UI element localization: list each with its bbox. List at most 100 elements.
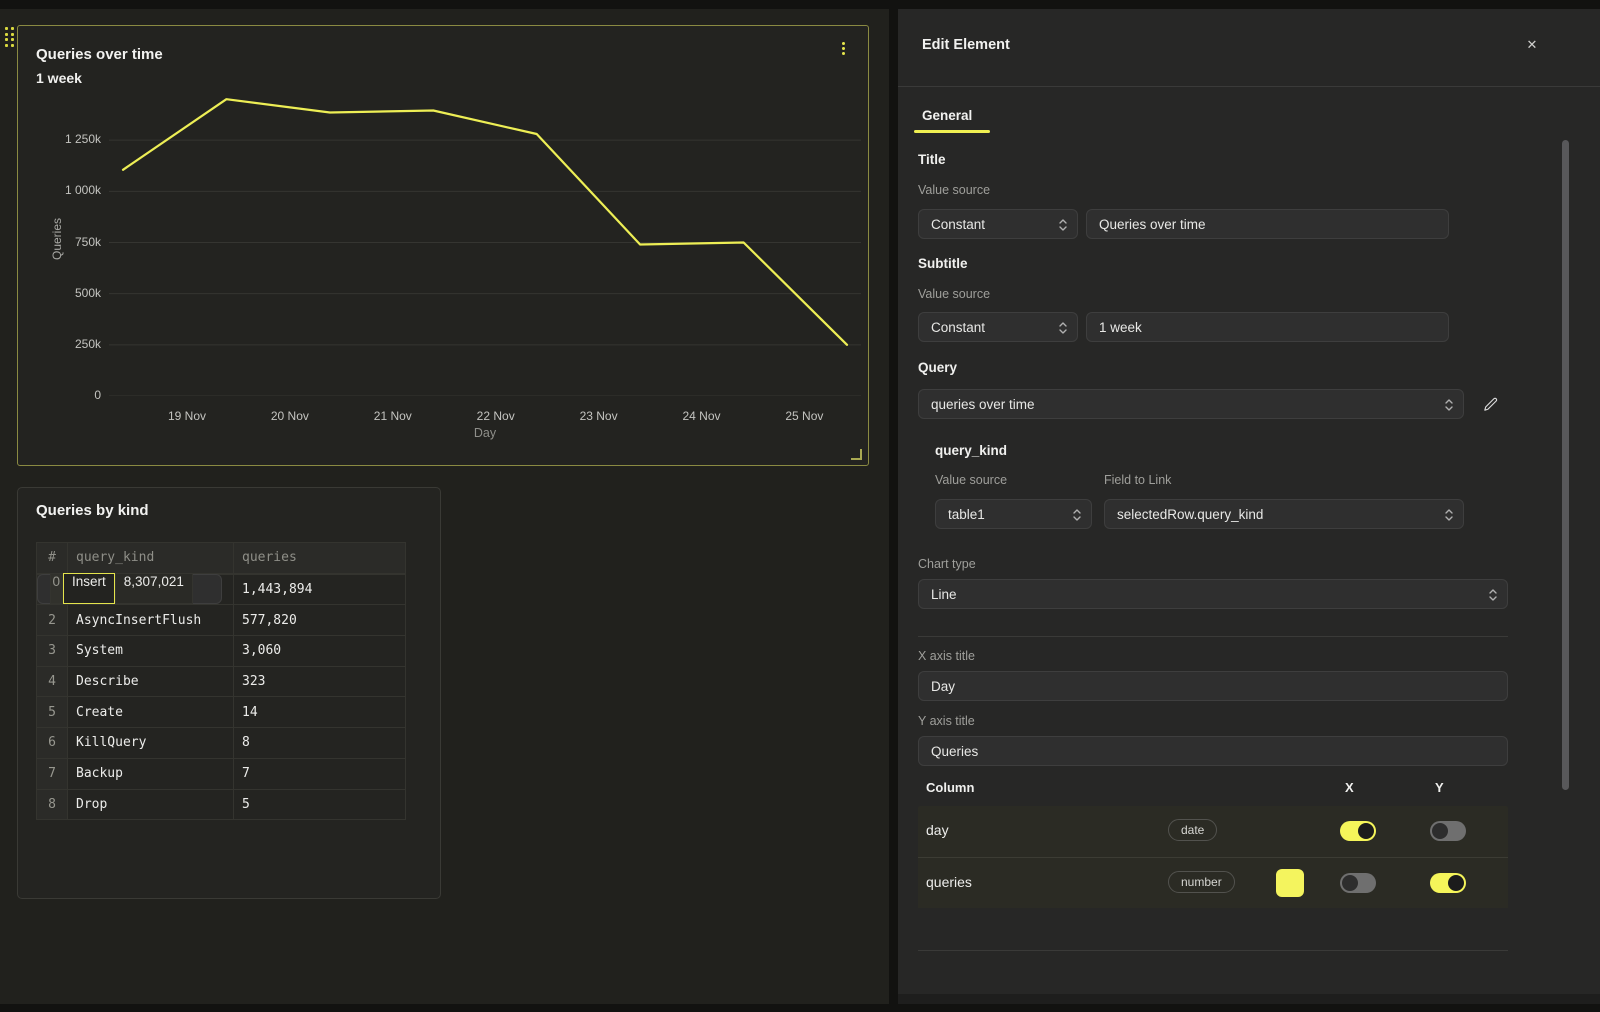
query-kind-cell[interactable]: Describe [67, 665, 234, 698]
query-section-heading: Query [918, 360, 958, 375]
chart-title: Queries over time [36, 46, 163, 63]
chevron-updown-icon [1489, 589, 1497, 601]
columns-header-x: X [1345, 780, 1354, 795]
chevron-updown-icon [1445, 399, 1453, 411]
chart-line-series [121, 98, 849, 346]
queries-value-cell[interactable]: 8,307,021 [114, 573, 193, 605]
query-kind-cell[interactable]: Drop [67, 788, 234, 821]
query-kind-cell[interactable]: KillQuery [67, 727, 234, 759]
x-axis-tick-label: 25 Nov [785, 409, 824, 423]
table-row[interactable]: 3 System 3,060 [36, 635, 406, 667]
toggle-knob [1432, 823, 1448, 839]
edit-element-panel: Edit Element ✕ General Title Value sourc… [898, 9, 1600, 1004]
row-index-cell: 5 [36, 696, 68, 729]
columns-table-rows: day date queries number [918, 806, 1508, 908]
subtitle-value-input[interactable] [1086, 312, 1449, 342]
chevron-updown-icon [1073, 509, 1081, 521]
queries-color-swatch[interactable] [1276, 869, 1304, 897]
table-header-row: # query_kind queries [36, 542, 406, 574]
table-row[interactable]: 4 Describe 323 [36, 665, 406, 698]
toggle-day-y[interactable] [1430, 821, 1466, 841]
x-axis-tick-label: 24 Nov [682, 409, 721, 423]
x-axis-tick-label: 21 Nov [373, 409, 412, 423]
queries-value-cell[interactable]: 323 [233, 665, 406, 698]
panel-scrollbar[interactable] [1562, 140, 1569, 790]
chart-subtitle: 1 week [36, 70, 82, 86]
table-title: Queries by kind [36, 502, 149, 519]
query-kind-cell[interactable]: Backup [67, 757, 234, 790]
edit-query-button[interactable] [1478, 392, 1502, 416]
subtitle-section-heading: Subtitle [918, 256, 968, 271]
columns-table-header: Column X Y [898, 780, 1528, 806]
queries-value-cell[interactable]: 577,820 [233, 604, 406, 637]
table-row[interactable]: 8 Drop 5 [36, 788, 406, 821]
field-to-link-label: Field to Link [1104, 473, 1172, 487]
chart-menu-kebab-icon[interactable] [836, 38, 850, 58]
queries-value-cell[interactable]: 7 [233, 757, 406, 790]
y-axis-tick-label: 250k [74, 336, 101, 351]
y-axis-title-input[interactable] [918, 736, 1508, 766]
divider [898, 86, 1600, 87]
col-header-query-kind: query_kind [67, 542, 234, 574]
table-row[interactable]: 5 Create 14 [36, 696, 406, 729]
y-axis-tick-label: 750k [74, 234, 101, 249]
query-kind-heading: query_kind [935, 443, 1008, 458]
y-axis-tick-label: 0 [94, 388, 101, 402]
queries-value-cell[interactable]: 8 [233, 727, 406, 759]
query-kind-cell[interactable]: System [67, 635, 234, 667]
row-index-cell: 0 [49, 573, 64, 605]
title-value-input[interactable] [1086, 209, 1449, 239]
panel-footer [898, 994, 1600, 1004]
tab-general[interactable]: General [922, 108, 973, 123]
table-row[interactable]: 6 KillQuery 8 [36, 727, 406, 759]
title-section-heading: Title [918, 152, 946, 167]
row-index-cell: 8 [36, 788, 68, 821]
query-kind-source-select[interactable]: table1 [935, 499, 1092, 529]
column-mapping-row: day date [918, 806, 1508, 857]
divider [918, 636, 1508, 637]
resize-handle[interactable] [851, 449, 862, 460]
chart-type-label: Chart type [918, 557, 976, 571]
x-axis-title-label: X axis title [918, 649, 975, 663]
x-axis-tick-label: 23 Nov [579, 409, 618, 423]
field-to-link-select[interactable]: selectedRow.query_kind [1104, 499, 1464, 529]
x-axis-tick-label: 19 Nov [167, 409, 207, 423]
query-kind-cell[interactable]: Create [67, 696, 234, 729]
query-select[interactable]: queries over time [918, 389, 1464, 419]
query-kind-cell[interactable]: AsyncInsertFlush [67, 604, 234, 637]
table-element[interactable]: Queries by kind # query_kind queries 0 In… [17, 487, 441, 899]
columns-header-y: Y [1435, 780, 1444, 795]
y-axis-tick-label: 500k [74, 285, 101, 300]
toggle-day-x[interactable] [1340, 821, 1376, 841]
column-name: queries [926, 874, 972, 890]
panel-title: Edit Element [922, 37, 1010, 53]
row-index-cell: 7 [36, 757, 68, 790]
queries-value-cell[interactable]: 5 [233, 788, 406, 821]
subtitle-value-source-label: Value source [918, 287, 991, 301]
close-icon[interactable]: ✕ [1526, 37, 1538, 52]
row-index-cell: 6 [36, 727, 68, 759]
toggle-knob [1358, 823, 1374, 839]
chevron-updown-icon [1445, 509, 1453, 521]
table-row[interactable]: 7 Backup 7 [36, 757, 406, 790]
title-source-select[interactable]: Constant [918, 209, 1078, 239]
table-row[interactable]: 0 Insert 8,307,021 [36, 573, 222, 605]
toggle-queries-y[interactable] [1430, 873, 1466, 893]
queries-value-cell[interactable]: 1,443,894 [233, 573, 406, 606]
x-axis-title-input[interactable] [918, 671, 1508, 701]
row-index-cell: 4 [36, 665, 68, 698]
drag-handle-icon[interactable] [5, 27, 18, 49]
query-kind-cell[interactable]: Insert [63, 573, 115, 605]
pencil-icon [1483, 397, 1497, 411]
columns-header-column: Column [926, 780, 975, 795]
x-axis-tick-label: 22 Nov [476, 409, 515, 423]
queries-value-cell[interactable]: 3,060 [233, 635, 406, 667]
toggle-queries-x[interactable] [1340, 873, 1376, 893]
subtitle-source-select[interactable]: Constant [918, 312, 1078, 342]
queries-value-cell[interactable]: 14 [233, 696, 406, 729]
x-axis-tick-label: 20 Nov [270, 409, 309, 423]
chart-element[interactable]: Queries over time 1 week Queries Day 1 2… [17, 25, 869, 466]
title-value-source-label: Value source [918, 183, 991, 197]
table-row[interactable]: 2 AsyncInsertFlush 577,820 [36, 604, 406, 637]
chart-type-select[interactable]: Line [918, 579, 1508, 609]
